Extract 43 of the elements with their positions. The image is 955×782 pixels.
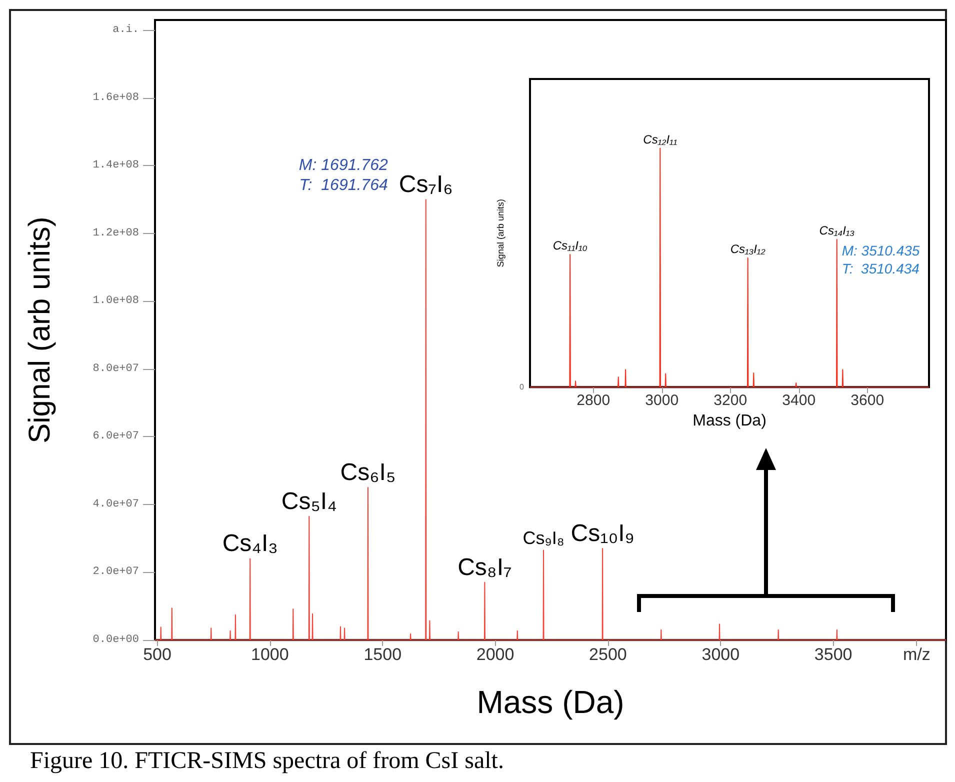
x-tick-label: 2800 <box>576 392 610 410</box>
x-tick-label: 3000 <box>702 645 740 664</box>
y-tick-label: 0.0e+00 <box>92 634 139 646</box>
annotation: Cs₁₁I₁₀ <box>552 238 588 253</box>
annotation: Cs₉I₈ <box>522 528 564 548</box>
annotation: Cs₅I₄ <box>281 488 337 515</box>
y-tick-label: 1.0e+08 <box>92 295 139 308</box>
x-axis-title: Mass (Da) <box>692 412 766 430</box>
y-tick-label: 2.0e+07 <box>92 566 139 578</box>
annotation: Cs₁₂I₁₁ <box>643 132 678 146</box>
caption: Figure 10. FTICR-SIMS spectra of from CsI salt. <box>30 748 504 775</box>
y-tick-label: 8.0e+07 <box>92 362 139 375</box>
x-tick-label: 1500 <box>364 645 402 664</box>
y-tick-label: 6.0e+07 <box>92 430 139 443</box>
y-axis-title: Signal (arb units) <box>496 199 506 268</box>
annotation: 0 <box>520 382 525 392</box>
x-tick-label: 3500 <box>814 645 852 664</box>
annotation: Cs₆I₅ <box>340 459 396 486</box>
annotation: Cs₈I₇ <box>458 554 512 581</box>
x-tick-label: 1000 <box>251 645 289 664</box>
x-axis-title: Mass (Da) <box>476 684 624 720</box>
x-tick-label: 2000 <box>476 645 514 664</box>
x-tick-label: m/z <box>903 645 930 664</box>
y-tick-label: 1.2e+08 <box>92 227 139 240</box>
y-tick-label: 1.4e+08 <box>92 160 139 172</box>
y-axis-title: Signal (arb units) <box>24 216 56 444</box>
annotation: Cs₁₀I₉ <box>570 520 634 548</box>
annotation: Cs₄I₃ <box>222 530 278 558</box>
annotation: M: 3510.435 T: 3510.434 <box>842 242 920 276</box>
y-tick-label: 4.0e+07 <box>92 498 139 510</box>
annotation: Cs₇I₆ <box>398 171 453 198</box>
line-series <box>154 199 946 640</box>
annotation: Cs₁₄I₁₃ <box>819 224 855 238</box>
annotation: Cs₁₃I₁₂ <box>730 242 766 256</box>
y-tick-label: 1.6e+08 <box>92 92 139 104</box>
x-tick-label: 3400 <box>782 392 816 410</box>
x-tick-label: 3000 <box>645 392 679 410</box>
x-tick-label: 2500 <box>589 645 627 664</box>
annotation: M: 1691.762 T: 1691.764 <box>298 157 388 194</box>
x-tick-label: 3200 <box>714 392 748 410</box>
x-tick-label: 3600 <box>850 392 884 410</box>
x-tick-label: 500 <box>143 645 172 664</box>
y-tick-label: a.i. <box>112 24 139 36</box>
